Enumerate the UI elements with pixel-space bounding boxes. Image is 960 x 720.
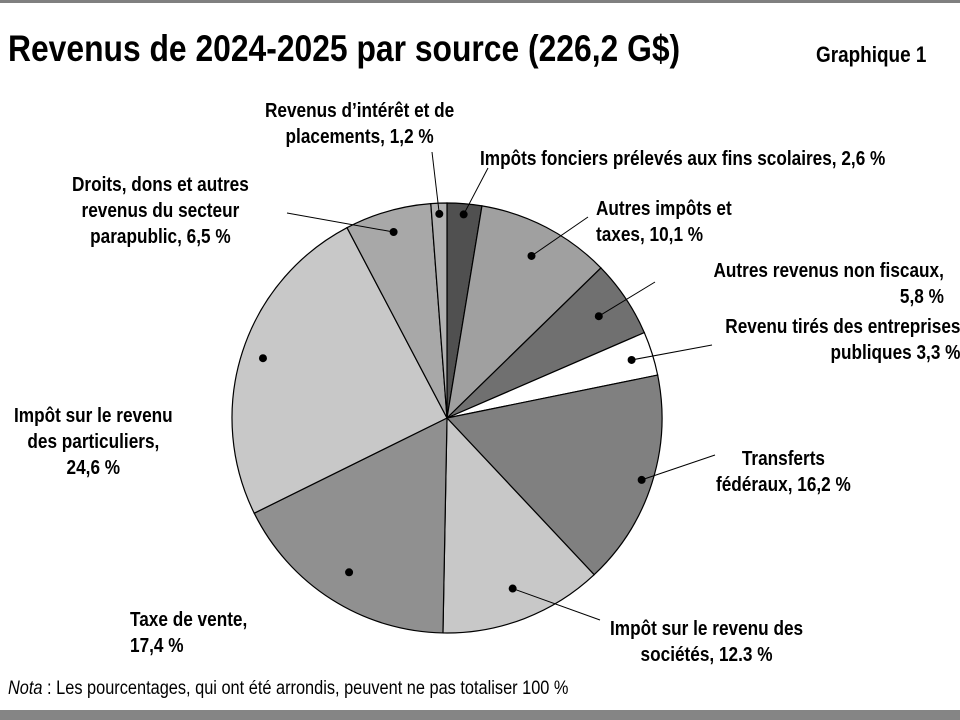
slice-label: Taxe de vente, 17,4 % (130, 607, 247, 659)
slice-marker (594, 312, 603, 321)
slice-label-line: Revenus d’intérêt et de (265, 100, 455, 122)
slice-marker (627, 355, 636, 364)
slice-label-line: Transferts (741, 448, 825, 470)
slice-label-line: sociétés, 12.3 % (640, 644, 773, 666)
top-rule (0, 0, 960, 3)
slice-label-line: revenus du secteur (81, 200, 240, 222)
slice-marker (258, 354, 267, 363)
note: Nota : Les pourcentages, qui ont été arr… (8, 678, 568, 700)
slice-label-line: Autres impôts et (596, 198, 732, 220)
pie-slice (253, 417, 448, 634)
leader-line (631, 344, 713, 361)
slice-label-line: Droits, dons et autres (72, 174, 249, 196)
leader-line (598, 281, 656, 317)
slice-label-line: des particuliers, (27, 431, 160, 453)
graph-number: Graphique 1 (816, 42, 927, 67)
slice-label-line: 17,4 % (130, 635, 184, 657)
leader-line (431, 151, 440, 214)
slice-label-line: publiques 3,3 % (830, 342, 960, 364)
slice-marker (435, 209, 444, 218)
slice-label-line: Revenu tirés des entreprises (724, 316, 960, 338)
slice-label: Transferts fédéraux, 16,2 % (716, 446, 851, 498)
pie-slice (430, 202, 448, 419)
slice-marker (527, 251, 536, 260)
slice-label-line: Autres revenus non fiscaux, (713, 260, 944, 282)
leader-line (463, 167, 489, 215)
note-label: Nota (8, 678, 43, 699)
slice-label: Revenus d’intérêt et de placements, 1,2 % (265, 98, 454, 150)
slice-label-line: placements, 1,2 % (285, 126, 434, 148)
leader-line (531, 216, 589, 257)
slice-label: Impôt sur le revenu des sociétés, 12.3 % (610, 616, 803, 668)
leader-line (286, 212, 394, 233)
slice-label: Impôts fonciers prélevés aux fins scolai… (480, 146, 885, 172)
slice-label: Revenu tirés des entreprises publiques 3,… (725, 314, 960, 366)
pie-slice (446, 205, 602, 420)
slice-label-line: Impôt sur le revenu des (610, 618, 804, 640)
leader-line (512, 588, 601, 621)
slice-marker (389, 228, 398, 237)
bottom-bar (0, 710, 960, 720)
pie-slice (442, 416, 596, 634)
slice-label-line: 5,8 % (900, 286, 944, 308)
slice-label-line: taxes, 10,1 % (596, 224, 704, 246)
slice-label: Droits, dons et autres revenus du secteur… (72, 172, 249, 250)
slice-label-line: parapublic, 6,5 % (90, 226, 231, 248)
slice-marker (459, 210, 468, 219)
slice-label-line: Impôt sur le revenu (14, 405, 173, 427)
slice-marker (508, 584, 517, 593)
chart-title: Revenus de 2024-2025 par source (226,2 G… (8, 28, 681, 69)
slice-label: Autres impôts et taxes, 10,1 % (596, 196, 732, 248)
slice-label: Autres revenus non fiscaux, 5,8 % (714, 258, 944, 310)
note-text: : Les pourcentages, qui ont été arrondis… (42, 678, 569, 699)
slice-label-line: Taxe de vente, (130, 609, 248, 631)
slice-marker (637, 475, 646, 484)
slice-label-line: 24,6 % (66, 457, 121, 479)
pie-slice (231, 226, 448, 514)
slice-label-line: Impôts fonciers prélevés aux fins scolai… (480, 148, 886, 170)
leader-line (641, 454, 716, 481)
slice-label: Impôt sur le revenu des particuliers, 24,6… (14, 403, 173, 481)
slice-label-line: fédéraux, 16,2 % (716, 474, 851, 496)
pie-slice (445, 374, 663, 576)
slice-marker (345, 568, 354, 577)
